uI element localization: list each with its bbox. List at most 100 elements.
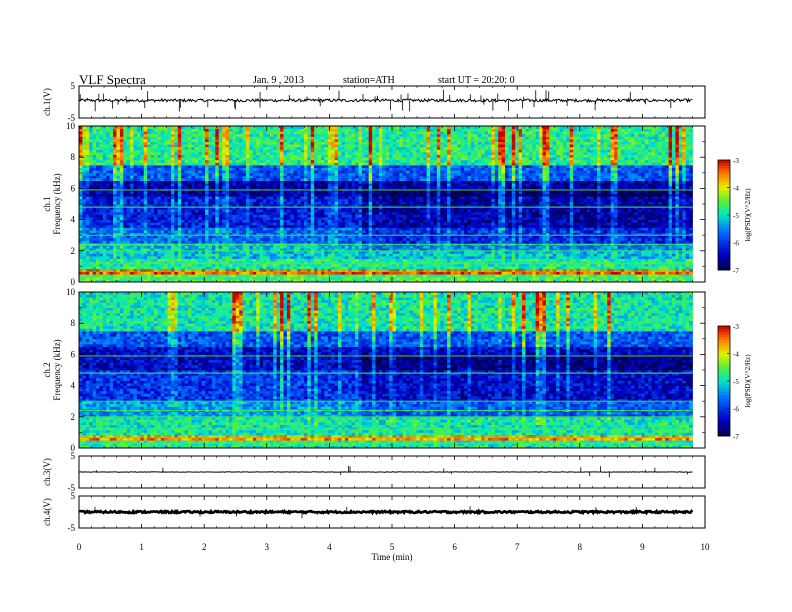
ch1-spectrogram-cell — [160, 154, 165, 158]
ch1-spectrogram-cell — [99, 198, 104, 202]
ch1-spectrogram-cell — [150, 271, 155, 275]
ch1-spectrogram-cell — [246, 131, 250, 135]
ch1-spectrogram-cell — [184, 144, 189, 148]
ch1-spectrogram-cell — [232, 204, 237, 207]
ch1-spectrogram-cell — [119, 274, 124, 278]
ch1-spectrogram-cell — [99, 126, 104, 129]
ch1-spectrogram-cell — [113, 154, 117, 158]
ch1-spectrogram-cell — [147, 159, 151, 163]
ch1-spectrogram-cell — [181, 222, 186, 226]
ch1-spectrogram-cell — [273, 201, 278, 205]
ch1-spectrogram-cell — [181, 250, 186, 254]
ch1-spectrogram-cell — [140, 209, 145, 213]
ch1-spectrogram-cell — [116, 224, 121, 228]
ch1-spectrogram-cell — [147, 167, 151, 171]
ch1-spectrogram-cell — [201, 159, 206, 163]
ch1-spectrogram-cell — [177, 191, 182, 194]
ch1-spectrogram-cell — [208, 193, 213, 197]
ch1-spectrogram-cell — [102, 206, 107, 210]
ch1-spectrogram-cell — [174, 214, 179, 218]
ch1-spectrogram-cell — [324, 191, 329, 194]
ch1-spectrogram-cell — [171, 214, 175, 218]
ch1-spectrogram-cell — [133, 136, 138, 140]
ch1-spectrogram-cell — [211, 266, 216, 270]
ch1-spectrogram-cell — [222, 219, 226, 223]
ch1-spectrogram-cell — [194, 227, 199, 231]
ch1-spectrogram-cell — [252, 165, 257, 168]
ch1-spectrogram-cell — [99, 258, 104, 262]
ch1-spectrogram-cell — [167, 217, 172, 220]
ch1-spectrogram-cell — [232, 245, 237, 249]
ch1-spectrogram-cell — [348, 144, 353, 148]
ch1-spectrogram-cell — [239, 198, 243, 202]
ch1-spectrogram-cell — [303, 248, 308, 252]
ch1-spectrogram-cell — [215, 191, 220, 194]
ch1-spectrogram-cell — [324, 245, 329, 249]
ch1-spectrogram-cell — [136, 196, 141, 200]
ch1-spectrogram-cell — [184, 217, 189, 220]
ch1-spectrogram-cell — [215, 263, 220, 267]
ch1-spectrogram-cell — [246, 159, 250, 163]
ch1-spectrogram-cell — [119, 230, 124, 233]
ch1-spectrogram-cell — [256, 201, 261, 205]
ch1-spectrogram-cell — [256, 224, 261, 228]
ch1-spectrogram-cell — [235, 185, 240, 189]
ch1-spectrogram-cell — [136, 237, 141, 241]
ch1-spectrogram-cell — [324, 165, 329, 168]
ch1-spectrogram-cell — [334, 159, 339, 163]
ch1-spectrogram-cell — [102, 172, 107, 176]
ch1-spectrogram-cell — [171, 159, 175, 163]
ch1-spectrogram-cell — [99, 170, 104, 174]
ch1-spectrogram-cell — [188, 154, 192, 158]
ch1-spectrogram-cell — [116, 170, 121, 174]
ch1-spectrogram-cell — [116, 146, 121, 150]
ch1-spectrogram-cell — [314, 263, 318, 267]
ch1-spectrogram-cell — [191, 128, 196, 132]
ch1-spectrogram-cell — [177, 219, 182, 223]
ch1-spectrogram-cell — [184, 198, 189, 202]
ch1-spectrogram-cell — [263, 206, 267, 210]
ch1-spectrogram-cell — [102, 211, 107, 215]
ch1-spectrogram-cell — [201, 227, 206, 231]
ch1-spectrogram-cell — [119, 149, 124, 153]
ch1-spectrogram-cell — [324, 237, 329, 241]
ch1-spectrogram-cell — [334, 274, 339, 278]
ch1-spectrogram-cell — [297, 136, 301, 140]
ch1-spectrogram-cell — [249, 266, 254, 270]
ch1-spectrogram-cell — [222, 224, 226, 228]
ch1-spectrogram-cell — [228, 211, 233, 215]
ch1-spectrogram-cell — [246, 162, 250, 166]
ch1-spectrogram-cell — [82, 191, 87, 194]
ch1-spectrogram-cell — [256, 232, 261, 236]
ch1-spectrogram-cell — [228, 245, 233, 249]
ch1-spectrogram-cell — [116, 235, 121, 239]
ch1-spectrogram-cell — [320, 232, 325, 236]
ch1-spectrogram-cell — [143, 185, 148, 189]
ch1-spectrogram-cell — [167, 152, 172, 155]
ch1-spectrogram-cell — [119, 245, 124, 249]
ch1-spectrogram-cell — [106, 193, 111, 197]
ch1-spectrogram-cell — [157, 149, 162, 153]
ch1-spectrogram-cell — [283, 170, 288, 174]
ch1-spectrogram-cell — [290, 204, 295, 207]
ch1-spectrogram-cell — [198, 170, 203, 174]
ch1-spectrogram-cell — [286, 274, 291, 278]
ch1-spectrogram-cell — [188, 152, 192, 155]
ch1-spectrogram-cell — [188, 235, 192, 239]
ch1-spectrogram-cell — [235, 250, 240, 254]
ch1-spectrogram-cell — [167, 180, 172, 184]
ch1-spectrogram-cell — [334, 141, 339, 145]
ch1-spectrogram-cell — [113, 266, 117, 270]
ch1-spectrogram-cell — [143, 133, 148, 137]
ch1-spectrogram-cell — [351, 219, 356, 223]
ch1-spectrogram-cell — [303, 165, 308, 168]
ch1-spectrogram-cell — [153, 136, 158, 140]
ch1-spectrogram-cell — [300, 178, 305, 181]
ch1-spectrogram-cell — [239, 144, 243, 148]
ch1-spectrogram-cell — [252, 258, 257, 262]
ch1-spectrogram-cell — [256, 276, 261, 280]
ch1-spectrogram-cell — [252, 198, 257, 202]
ch1-spectrogram-cell — [116, 159, 121, 163]
ch1-spectrogram-cell — [303, 256, 308, 259]
ch1-spectrogram-cell — [252, 250, 257, 254]
